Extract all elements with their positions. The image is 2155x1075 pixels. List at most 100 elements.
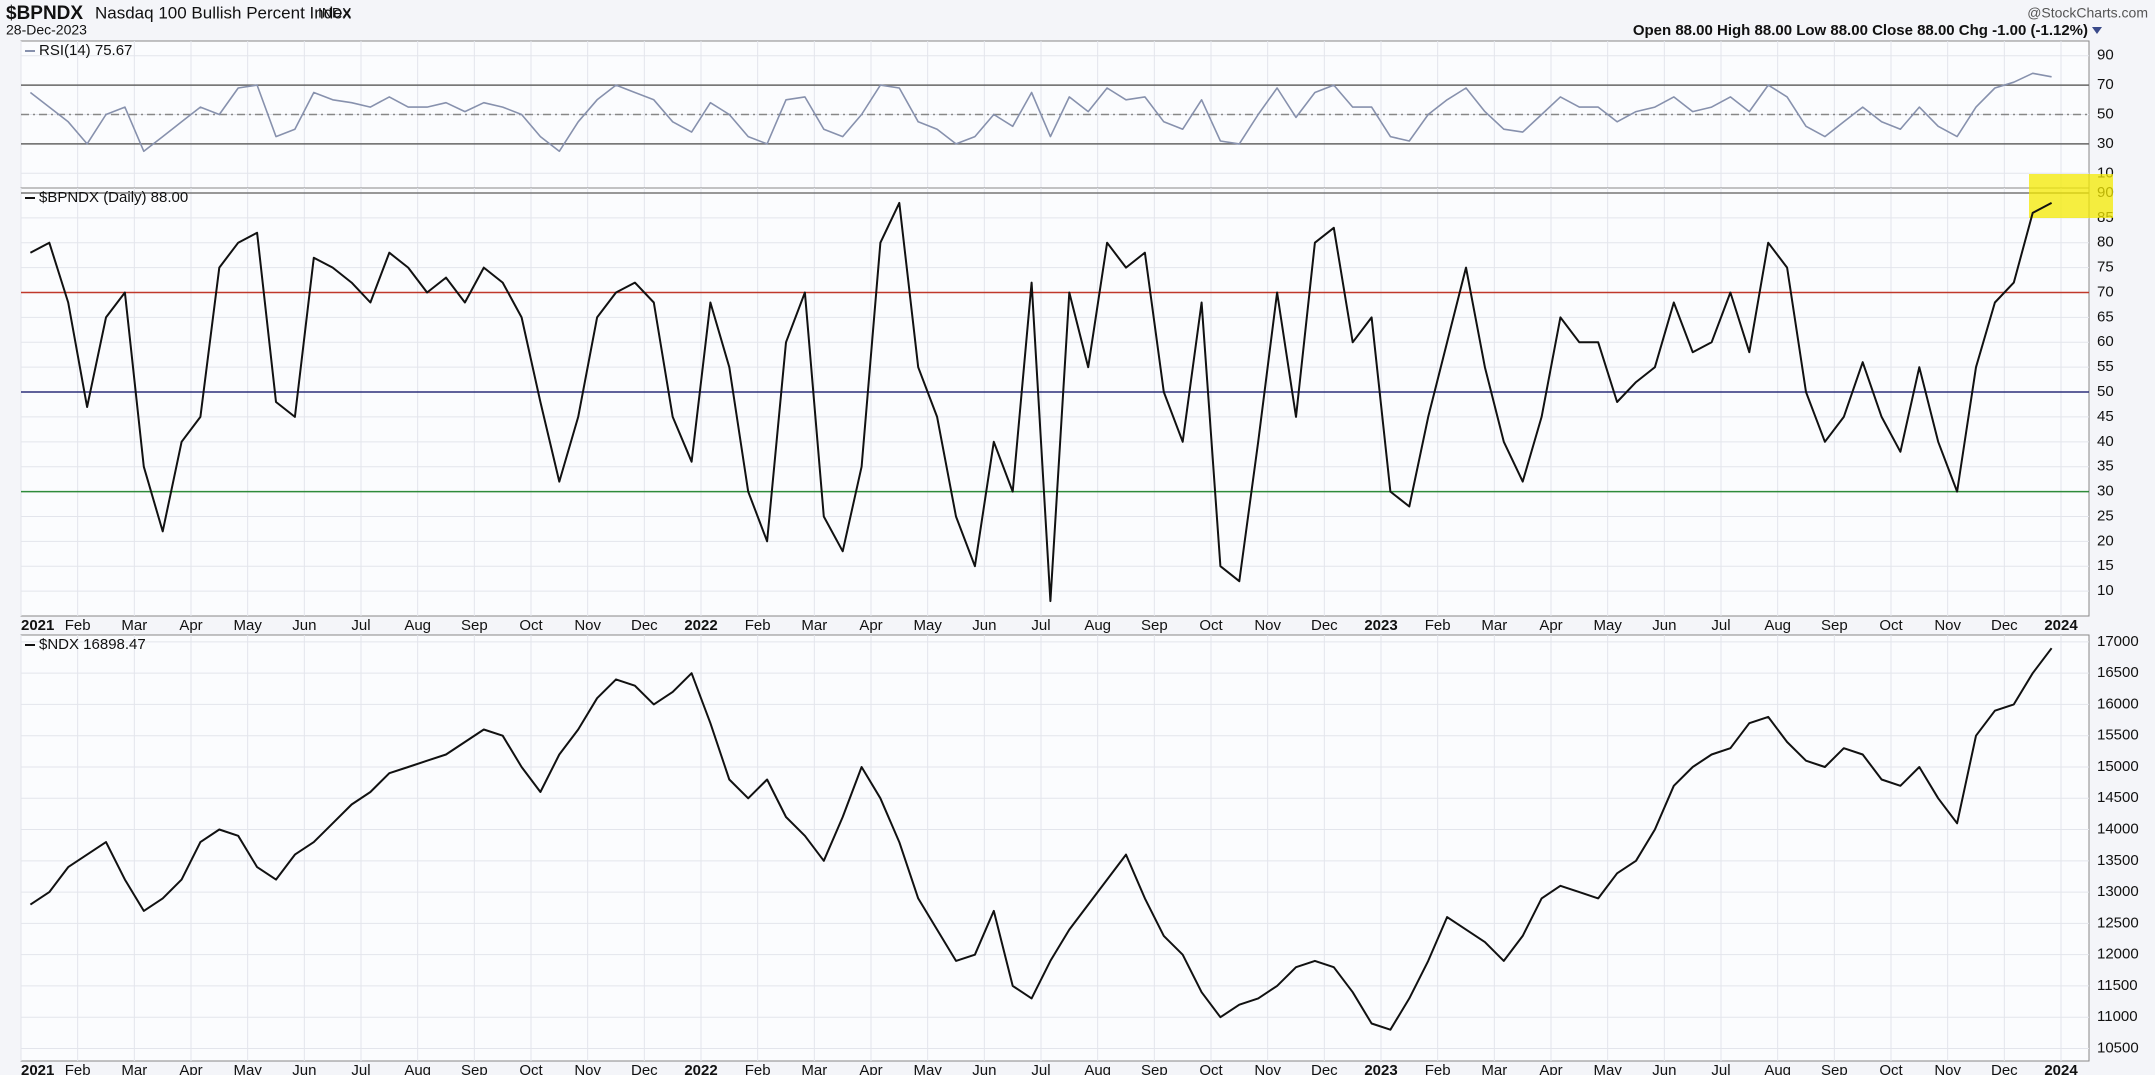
x-tick-label: Feb bbox=[745, 617, 771, 634]
x-tick-label: May bbox=[913, 617, 942, 634]
x-tick-label: Jul bbox=[1711, 617, 1730, 634]
y-tick-label: 45 bbox=[2097, 408, 2114, 425]
y-tick-label: 35 bbox=[2097, 458, 2114, 475]
x-tick-label: Sep bbox=[1141, 617, 1168, 634]
x-tick-label: Sep bbox=[1141, 1062, 1168, 1075]
x-tick-label: 2022 bbox=[684, 1062, 717, 1075]
x-tick-label: Oct bbox=[1879, 617, 1903, 634]
x-tick-label: Aug bbox=[1084, 617, 1111, 634]
x-tick-label: Oct bbox=[519, 617, 543, 634]
x-tick-label: Feb bbox=[1425, 617, 1451, 634]
y-tick-label: 70 bbox=[2097, 76, 2114, 93]
x-tick-label: Jun bbox=[972, 617, 996, 634]
x-tick-label: Nov bbox=[1254, 1062, 1281, 1075]
legend-label: RSI(14) 75.67 bbox=[39, 42, 132, 59]
y-tick-label: 50 bbox=[2097, 105, 2114, 122]
y-tick-label: 70 bbox=[2097, 283, 2114, 300]
x-tick-label: Sep bbox=[1821, 617, 1848, 634]
y-tick-label: 11500 bbox=[2097, 977, 2138, 994]
x-tick-label: Aug bbox=[404, 1062, 431, 1075]
x-tick-label: Jul bbox=[1031, 617, 1050, 634]
x-tick-label: Nov bbox=[1934, 1062, 1961, 1075]
x-tick-label: Jun bbox=[1652, 617, 1676, 634]
x-tick-label: May bbox=[1593, 1062, 1622, 1075]
x-tick-label: Jun bbox=[972, 1062, 996, 1075]
legend-label: $NDX 16898.47 bbox=[39, 636, 146, 653]
x-tick-label: Feb bbox=[65, 617, 91, 634]
series-line bbox=[29, 647, 2053, 1031]
x-tick-label: Feb bbox=[745, 1062, 771, 1075]
x-tick-label: Sep bbox=[1821, 1062, 1848, 1075]
x-tick-label: Jun bbox=[292, 1062, 316, 1075]
y-tick-label: 65 bbox=[2097, 308, 2114, 325]
y-tick-label: 11000 bbox=[2097, 1008, 2138, 1025]
x-tick-label: Nov bbox=[574, 617, 601, 634]
x-tick-label: Apr bbox=[1539, 1062, 1562, 1075]
x-tick-label: Dec bbox=[631, 617, 658, 634]
series-line bbox=[29, 201, 2053, 603]
series-line bbox=[29, 72, 2052, 153]
x-tick-label: Jun bbox=[292, 617, 316, 634]
x-tick-label: Apr bbox=[1539, 617, 1562, 634]
x-tick-label: Jun bbox=[1652, 1062, 1676, 1075]
x-tick-label: Sep bbox=[461, 617, 488, 634]
x-tick-label: Oct bbox=[1199, 617, 1223, 634]
y-tick-label: 16500 bbox=[2097, 664, 2139, 681]
x-tick-label: Jul bbox=[351, 617, 370, 634]
y-tick-label: 13000 bbox=[2097, 883, 2139, 900]
x-tick-label: 2021 bbox=[21, 1062, 54, 1075]
date: 28-Dec-2023 bbox=[6, 22, 87, 38]
y-tick-label: 15000 bbox=[2097, 758, 2139, 775]
x-tick-label: 2023 bbox=[1364, 617, 1397, 634]
x-tick-label: Dec bbox=[1311, 617, 1338, 634]
y-tick-label: 60 bbox=[2097, 333, 2114, 350]
plot-area bbox=[20, 634, 2090, 1062]
exchange: INDX bbox=[318, 5, 352, 21]
x-tick-label: Apr bbox=[179, 1062, 202, 1075]
quote: Open 88.00 High 88.00 Low 88.00 Close 88… bbox=[1633, 22, 2088, 39]
plot-area bbox=[20, 187, 2090, 617]
credit: @StockCharts.com bbox=[2027, 5, 2148, 21]
x-tick-label: Mar bbox=[121, 1062, 147, 1075]
x-tick-label: 2021 bbox=[21, 617, 54, 634]
x-tick-label: Jul bbox=[1711, 1062, 1730, 1075]
x-tick-label: Dec bbox=[1991, 617, 2018, 634]
y-tick-label: 90 bbox=[2097, 47, 2114, 64]
x-tick-label: Aug bbox=[404, 617, 431, 634]
x-tick-label: 2024 bbox=[2044, 1062, 2078, 1075]
x-tick-label: Oct bbox=[1879, 1062, 1903, 1075]
x-tick-label: Nov bbox=[1254, 617, 1281, 634]
x-tick-label: Dec bbox=[1991, 1062, 2018, 1075]
y-tick-label: 30 bbox=[2097, 135, 2114, 152]
y-tick-label: 16000 bbox=[2097, 695, 2139, 712]
down-arrow bbox=[2092, 27, 2102, 34]
x-tick-label: Dec bbox=[1311, 1062, 1338, 1075]
y-tick-label: 20 bbox=[2097, 532, 2114, 549]
x-tick-label: Oct bbox=[1199, 1062, 1223, 1075]
x-tick-label: Dec bbox=[631, 1062, 658, 1075]
x-tick-label: 2022 bbox=[684, 617, 717, 634]
x-tick-label: May bbox=[913, 1062, 942, 1075]
symbol: $BPNDX bbox=[6, 3, 83, 24]
x-tick-label: May bbox=[233, 1062, 262, 1075]
x-tick-label: Feb bbox=[65, 1062, 91, 1075]
y-tick-label: 14500 bbox=[2097, 789, 2139, 806]
x-tick-label: Mar bbox=[1481, 1062, 1507, 1075]
y-tick-label: 55 bbox=[2097, 358, 2114, 375]
x-tick-label: 2024 bbox=[2044, 617, 2078, 634]
y-tick-label: 15500 bbox=[2097, 727, 2139, 744]
y-tick-label: 80 bbox=[2097, 234, 2114, 251]
y-tick-label: 25 bbox=[2097, 507, 2114, 524]
y-tick-label: 75 bbox=[2097, 259, 2114, 276]
x-tick-label: Mar bbox=[121, 617, 147, 634]
y-tick-label: 30 bbox=[2097, 483, 2114, 500]
x-tick-label: Jul bbox=[351, 1062, 370, 1075]
x-tick-label: Sep bbox=[461, 1062, 488, 1075]
x-tick-label: Nov bbox=[1934, 617, 1961, 634]
y-tick-label: 13500 bbox=[2097, 852, 2139, 869]
x-tick-label: Aug bbox=[1084, 1062, 1111, 1075]
x-tick-label: Nov bbox=[574, 1062, 601, 1075]
x-tick-label: Apr bbox=[859, 1062, 882, 1075]
x-tick-label: Mar bbox=[801, 1062, 827, 1075]
